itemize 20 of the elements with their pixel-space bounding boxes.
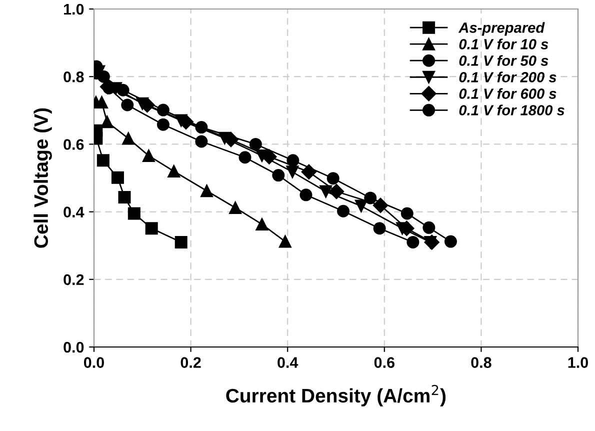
y-tick-label: 0.8 [64,71,84,82]
y-axis-title: Cell Voltage (V) [34,108,52,248]
legend-label: 0.1 V for 200 s [459,72,556,82]
legend-label: 0.1 V for 1800 s [459,104,564,116]
y-tick-label: 0.2 [64,274,84,286]
x-tick-label: 0.6 [374,357,394,368]
legend-label: 0.1 V for 50 s [459,55,548,66]
y-tick-label: 0.4 [64,206,84,218]
x-tick-label: 0.0 [84,357,104,368]
x-tick-label: 1.0 [568,357,588,368]
x-axis-title: Current Density (A/cm$^{2}$) [226,384,446,406]
legend-label: 0.1 V for 10 s [459,38,548,50]
legend-label: 0.1 V for 600 s [459,88,556,99]
x-tick-label: 0.2 [180,357,201,368]
legend-label: As-prepared [458,22,545,36]
y-tick-label: 0.0 [64,342,84,353]
x-tick-label: 0.4 [278,357,298,368]
y-tick-label: 0.6 [64,139,84,150]
x-tick-label: 0.8 [471,357,492,368]
y-tick-label: 1.0 [64,4,84,15]
